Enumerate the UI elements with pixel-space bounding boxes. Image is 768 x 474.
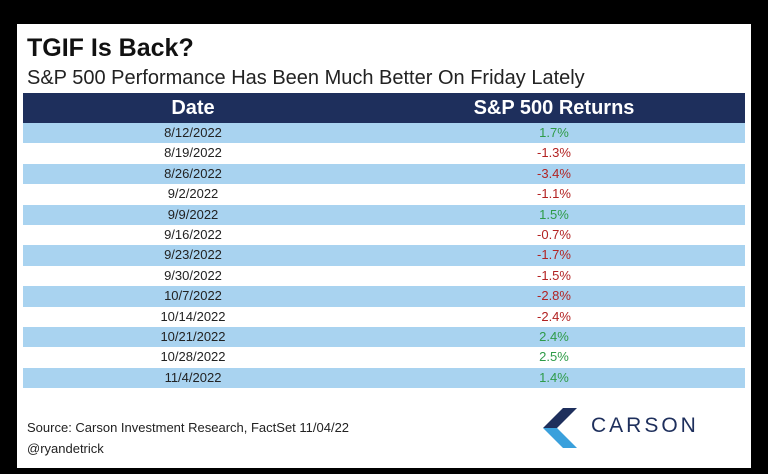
return-cell: -1.7%	[537, 247, 571, 263]
chart-subtitle: S&P 500 Performance Has Been Much Better…	[27, 67, 585, 89]
table-row: 9/16/2022 -0.7%	[23, 225, 745, 245]
table-row: 9/30/2022 -1.5%	[23, 266, 745, 286]
date-cell: 10/28/2022	[160, 349, 226, 365]
return-cell: -2.8%	[537, 288, 571, 304]
return-cell: -0.7%	[537, 226, 571, 242]
chart-card: TGIF Is Back? S&P 500 Performance Has Be…	[17, 24, 751, 468]
date-cell: 8/26/2022	[164, 165, 222, 181]
source-note: Source: Carson Investment Research, Fact…	[27, 420, 350, 435]
date-cell: 9/2/2022	[167, 186, 219, 202]
table-header: Date S&P 500 Returns	[23, 93, 745, 123]
return-cell: -3.4%	[537, 165, 571, 181]
return-cell: -2.4%	[537, 308, 571, 324]
return-cell: 1.5%	[539, 206, 569, 222]
table-row: 10/28/2022 2.5%	[23, 347, 745, 367]
return-cell: -1.1%	[537, 186, 571, 202]
table-row: 8/12/2022 1.7%	[23, 123, 745, 144]
date-cell: 9/16/2022	[164, 226, 222, 242]
date-cell: 8/12/2022	[164, 125, 222, 140]
table-row: 10/14/2022 -2.4%	[23, 307, 745, 327]
return-cell: 2.5%	[539, 349, 569, 365]
date-cell: 9/23/2022	[164, 247, 222, 263]
table-row: 10/7/2022 -2.8%	[23, 286, 745, 307]
column-header-returns: S&P 500 Returns	[473, 97, 635, 119]
table-row: 10/21/2022 2.4%	[23, 326, 745, 348]
return-cell: 1.7%	[539, 125, 569, 140]
table-row: 9/23/2022 -1.7%	[23, 245, 745, 266]
table-body: 8/12/2022 1.7% 8/19/2022 -1.3% 8/26/2022 -3.4…	[23, 123, 745, 389]
date-cell: 10/14/2022	[160, 308, 226, 324]
date-cell: 11/4/2022	[164, 369, 222, 385]
return-cell: -1.3%	[537, 145, 571, 161]
chart-title: TGIF Is Back?	[27, 34, 194, 62]
return-cell: -1.5%	[537, 267, 571, 283]
date-cell: 10/7/2022	[164, 288, 222, 304]
date-cell: 9/9/2022	[167, 206, 219, 222]
date-cell: 9/30/2022	[164, 267, 222, 283]
table-row: 11/4/2022 1.4%	[23, 367, 745, 389]
author-handle: @ryandetrick	[27, 441, 104, 456]
table-row: 8/19/2022 -1.3%	[23, 143, 745, 163]
date-cell: 10/21/2022	[160, 328, 226, 344]
return-cell: 1.4%	[539, 369, 569, 385]
returns-table: Date S&P 500 Returns 8/12/2022 1.7% 8/19/2…	[23, 93, 745, 389]
carson-logo: CARSON	[543, 408, 723, 448]
table-row: 8/26/2022 -3.4%	[23, 163, 745, 185]
return-cell: 2.4%	[539, 328, 569, 344]
table-row: 9/9/2022 1.5%	[23, 204, 745, 225]
logo-wordmark: CARSON	[591, 414, 699, 437]
carson-logo-mark-icon	[543, 408, 577, 448]
table-row: 9/2/2022 -1.1%	[23, 184, 745, 204]
date-cell: 8/19/2022	[164, 145, 222, 161]
column-header-date: Date	[171, 97, 215, 119]
